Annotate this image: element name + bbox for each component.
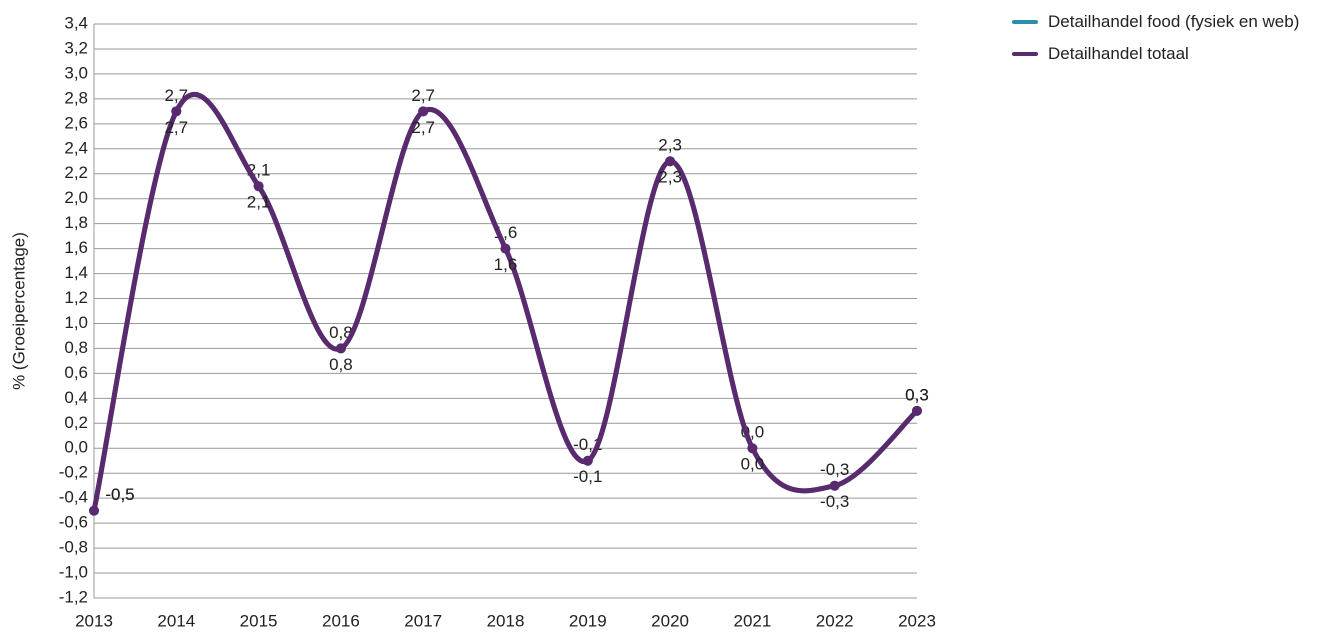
x-tick-label: 2023 [898,611,936,630]
point [500,243,511,254]
y-tick-label: -0,8 [59,538,88,557]
y-tick-label: 3,4 [64,13,88,32]
data-label: 0,3 [905,385,929,404]
data-label: -0,5 [105,485,134,504]
x-tick-label: 2021 [733,611,771,630]
series-line [91,92,919,512]
y-tick-label: 1,4 [64,263,88,282]
point [253,181,264,192]
x-tick-label: 2016 [322,611,360,630]
y-tick-label: 2,4 [64,138,88,157]
data-label: -0,1 [573,467,602,486]
legend-swatch [1012,52,1038,56]
legend-label: Detailhandel totaal [1048,44,1189,63]
data-label: 2,3 [658,136,682,155]
point [747,443,758,454]
x-tick-label: 2022 [816,611,854,630]
y-tick-label: 3,0 [64,63,88,82]
x-tick-label: 2014 [157,611,195,630]
y-tick-label: 0,4 [64,388,88,407]
y-tick-label: -1,0 [59,563,88,582]
x-tick-label: 2015 [240,611,278,630]
point [89,505,99,516]
point [829,480,840,491]
y-tick-label: -1,2 [59,587,88,606]
legend-item: Detailhandel food (fysiek en web) [1012,10,1332,34]
data-label: -0,5 [105,485,134,504]
data-label: 2,7 [164,118,188,137]
y-tick-label: 1,2 [64,288,88,307]
point [171,106,182,117]
y-tick-label: 1,0 [64,313,88,332]
legend-item: Detailhandel totaal [1012,42,1332,66]
data-label: 2,3 [658,168,682,187]
x-tick-label: 2019 [569,611,607,630]
data-label: 2,7 [411,118,435,137]
y-tick-label: -0,4 [59,488,88,507]
data-label: 2,1 [247,193,271,212]
x-tick-label: 2013 [75,611,113,630]
y-tick-label: 2,2 [64,163,88,182]
point [912,405,922,416]
y-tick-label: 1,6 [64,238,88,257]
legend-swatch [1012,20,1038,24]
y-tick-label: 2,6 [64,113,88,132]
x-tick-label: 2020 [651,611,689,630]
y-tick-label: 2,8 [64,88,88,107]
data-label: 0,0 [741,455,765,474]
y-tick-label: -0,2 [59,463,88,482]
y-tick-label: 1,8 [64,213,88,232]
point [665,156,676,167]
data-label: 2,7 [411,86,435,105]
point [418,106,429,117]
y-tick-label: 3,2 [64,38,88,57]
data-label: 1,6 [494,255,518,274]
y-tick-label: 0,0 [64,438,88,457]
data-label: -0,3 [820,492,849,511]
data-label: 0,8 [329,323,353,342]
x-tick-label: 2018 [487,611,525,630]
legend-label: Detailhandel food (fysiek en web) [1048,12,1300,31]
point [335,343,346,354]
data-label: -0,3 [820,460,849,479]
y-tick-label: -0,6 [59,513,88,532]
y-tick-label: 0,6 [64,363,88,382]
legend: Detailhandel food (fysiek en web) Detailh… [1012,10,1332,74]
y-tick-label: 0,8 [64,338,88,357]
y-axis-title: % (Groeipercentage) [9,232,28,390]
y-tick-label: 2,0 [64,188,88,207]
data-label: 0,8 [329,355,353,374]
data-label: 0,3 [905,385,929,404]
y-tick-label: 0,2 [64,413,88,432]
point [582,455,593,466]
x-tick-label: 2017 [404,611,442,630]
